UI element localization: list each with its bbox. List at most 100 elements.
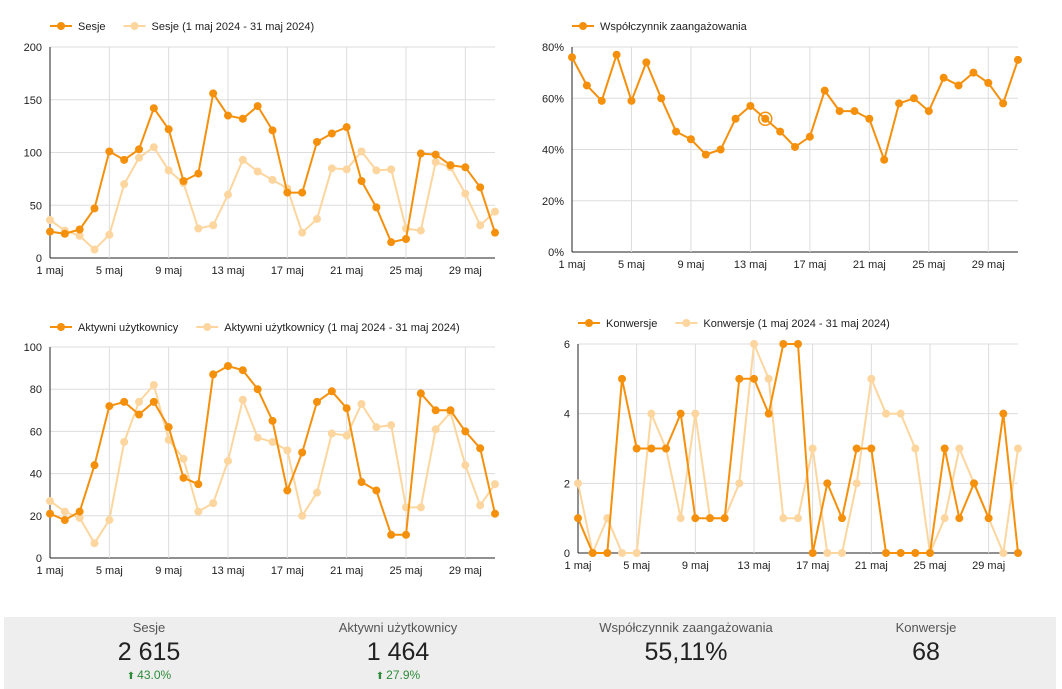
data-point-comparison[interactable] — [491, 207, 499, 216]
data-point-primary[interactable] — [657, 94, 666, 103]
data-point-comparison[interactable] — [327, 164, 336, 173]
data-point-primary[interactable] — [970, 479, 978, 488]
data-point-primary[interactable] — [164, 125, 173, 134]
data-point-primary[interactable] — [253, 385, 262, 394]
data-point-comparison[interactable] — [779, 514, 788, 523]
data-point-primary[interactable] — [618, 374, 626, 383]
data-point-primary[interactable] — [327, 387, 336, 396]
data-point-primary[interactable] — [911, 549, 920, 557]
data-point-primary[interactable] — [582, 81, 591, 90]
data-point-primary[interactable] — [706, 514, 714, 523]
data-point-comparison[interactable] — [794, 514, 802, 523]
data-point-comparison[interactable] — [735, 479, 744, 488]
data-point-primary[interactable] — [120, 155, 129, 164]
data-point-primary[interactable] — [627, 96, 636, 105]
data-point-comparison[interactable] — [120, 437, 129, 446]
data-point-primary[interactable] — [954, 81, 963, 90]
data-point-primary[interactable] — [268, 416, 277, 425]
data-point-comparison[interactable] — [135, 153, 143, 162]
data-point-primary[interactable] — [313, 397, 321, 406]
data-point-comparison[interactable] — [647, 409, 656, 418]
data-point-primary[interactable] — [686, 135, 695, 144]
data-point-primary[interactable] — [75, 507, 84, 516]
data-point-primary[interactable] — [597, 96, 606, 105]
data-point-primary[interactable] — [298, 188, 307, 197]
data-point-comparison[interactable] — [1014, 444, 1022, 453]
data-point-comparison[interactable] — [852, 479, 861, 488]
data-point-comparison[interactable] — [896, 409, 905, 418]
data-point-comparison[interactable] — [313, 214, 321, 223]
data-point-comparison[interactable] — [461, 461, 470, 470]
data-point-primary[interactable] — [105, 402, 114, 411]
data-point-primary[interactable] — [491, 228, 499, 237]
data-point-primary[interactable] — [588, 549, 597, 557]
data-point-primary[interactable] — [999, 99, 1008, 108]
data-point-comparison[interactable] — [676, 514, 685, 523]
data-point-comparison[interactable] — [283, 446, 292, 455]
data-point-primary[interactable] — [852, 444, 861, 453]
data-point-comparison[interactable] — [431, 425, 440, 434]
data-point-primary[interactable] — [402, 235, 410, 244]
data-point-primary[interactable] — [431, 406, 440, 415]
data-point-comparison[interactable] — [313, 488, 321, 497]
data-point-comparison[interactable] — [327, 429, 336, 438]
data-point-comparison[interactable] — [164, 435, 173, 444]
data-point-comparison[interactable] — [120, 180, 129, 189]
data-point-comparison[interactable] — [268, 437, 277, 446]
data-point-comparison[interactable] — [298, 228, 307, 237]
data-point-comparison[interactable] — [209, 221, 218, 230]
data-point-primary[interactable] — [60, 229, 69, 238]
data-point-primary[interactable] — [342, 123, 351, 132]
legend-item-sessions-0[interactable]: Sesje — [50, 21, 106, 33]
data-point-comparison[interactable] — [60, 507, 69, 516]
data-point-primary[interactable] — [342, 404, 351, 413]
data-point-primary[interactable] — [164, 423, 173, 432]
data-point-primary[interactable] — [764, 409, 773, 418]
data-point-primary[interactable] — [75, 225, 84, 234]
data-point-comparison[interactable] — [90, 245, 99, 254]
data-point-primary[interactable] — [776, 127, 785, 136]
data-point-comparison[interactable] — [618, 549, 626, 557]
data-point-primary[interactable] — [672, 127, 681, 136]
data-point-comparison[interactable] — [750, 340, 758, 348]
data-point-primary[interactable] — [179, 473, 188, 482]
data-point-comparison[interactable] — [298, 511, 307, 520]
data-point-primary[interactable] — [357, 176, 366, 185]
data-point-primary[interactable] — [179, 176, 188, 185]
data-point-primary[interactable] — [402, 530, 410, 539]
data-point-primary[interactable] — [149, 104, 158, 113]
data-point-comparison[interactable] — [476, 501, 485, 510]
data-point-comparison[interactable] — [387, 165, 396, 174]
data-point-primary[interactable] — [416, 149, 425, 158]
data-point-primary[interactable] — [924, 107, 933, 116]
data-point-primary[interactable] — [476, 183, 485, 192]
data-point-primary[interactable] — [835, 107, 844, 116]
data-point-primary[interactable] — [238, 366, 247, 375]
data-point-primary[interactable] — [691, 514, 700, 523]
data-point-comparison[interactable] — [149, 380, 158, 389]
data-point-primary[interactable] — [387, 238, 396, 247]
data-point-primary[interactable] — [750, 374, 758, 383]
data-point-primary[interactable] — [387, 530, 396, 539]
legend-item-conversions-1[interactable]: Konwersje (1 maj 2024 - 31 maj 2024) — [675, 318, 890, 330]
data-point-primary[interactable] — [149, 397, 158, 406]
data-point-primary[interactable] — [940, 444, 949, 453]
scorecard-engagement-rate[interactable]: Współczynnik zaangażowania 55,11% — [566, 617, 806, 666]
data-point-comparison[interactable] — [268, 175, 277, 184]
data-point-comparison[interactable] — [194, 224, 203, 233]
data-point-primary[interactable] — [568, 53, 576, 62]
data-point-primary[interactable] — [779, 340, 788, 348]
data-point-comparison[interactable] — [940, 514, 949, 523]
data-point-comparison[interactable] — [238, 395, 247, 404]
data-point-comparison[interactable] — [135, 397, 143, 406]
data-point-primary[interactable] — [209, 89, 218, 98]
data-point-primary[interactable] — [313, 137, 321, 146]
data-point-primary[interactable] — [865, 114, 874, 123]
data-point-comparison[interactable] — [372, 166, 381, 175]
legend-item-engagement-0[interactable]: Współczynnik zaangażowania — [572, 21, 748, 33]
data-point-primary[interactable] — [90, 461, 99, 470]
data-point-comparison[interactable] — [209, 499, 218, 508]
data-point-primary[interactable] — [209, 370, 218, 379]
data-point-primary[interactable] — [238, 114, 247, 123]
data-point-primary[interactable] — [327, 129, 336, 138]
